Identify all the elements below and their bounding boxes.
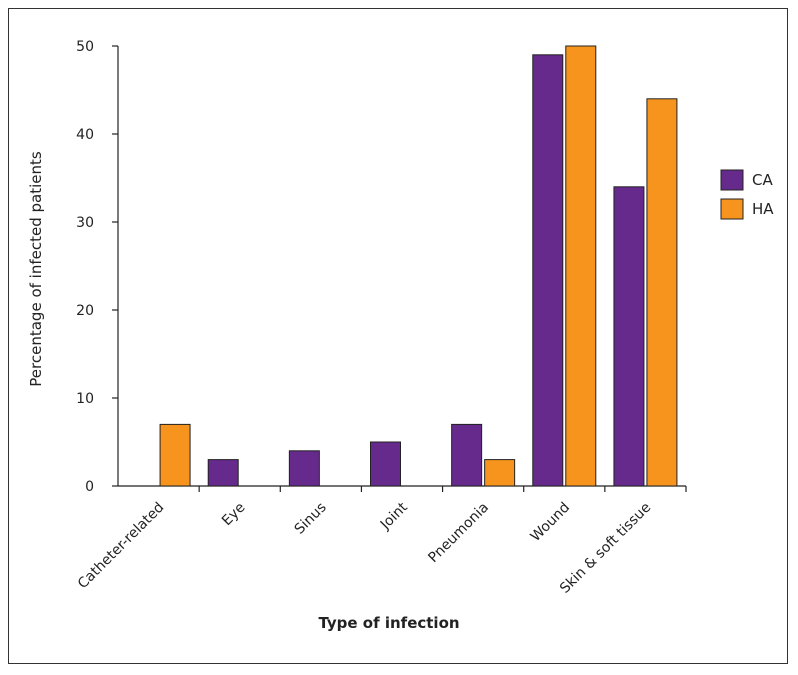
bar-ha <box>646 98 678 487</box>
legend-swatch-ha <box>720 198 744 220</box>
bar-ca <box>288 450 320 487</box>
x-axis-title: Type of infection <box>318 614 459 632</box>
x-tick-label: Joint <box>377 499 411 533</box>
y-tick-label: 20 <box>76 303 94 319</box>
bar-ca <box>207 459 239 487</box>
bars <box>159 45 678 487</box>
x-tick-label: Catheter-related <box>75 500 168 593</box>
y-tick-label: 10 <box>76 391 94 407</box>
x-tick-label: Sinus <box>292 500 330 538</box>
bar-ca <box>451 423 483 487</box>
x-tick-labels: Catheter-related Eye Sinus Joint Pneumonia Wo… <box>75 499 654 597</box>
y-tick-label: 30 <box>76 215 94 231</box>
x-tick-label: Skin & soft tissue <box>557 500 654 597</box>
legend: CA HA <box>720 169 774 220</box>
bar-ha <box>565 45 597 487</box>
legend-label-ca: CA <box>752 171 773 189</box>
legend-swatch-ca <box>720 169 744 191</box>
y-tick-label: 50 <box>76 39 94 55</box>
x-tick-label: Eye <box>219 500 249 530</box>
x-tick-label: Wound <box>528 500 573 545</box>
x-ticks <box>198 486 687 492</box>
bar-ca <box>532 54 564 487</box>
chart-axes <box>117 46 686 487</box>
y-tick-label: 0 <box>85 479 94 495</box>
bar-ha <box>484 459 516 487</box>
bar-ca <box>370 441 401 487</box>
x-tick-label: Pneumonia <box>425 500 492 567</box>
bar-ha <box>159 423 191 487</box>
y-axis-title: Percentage of infected patients <box>27 151 45 387</box>
bar-ca <box>613 186 645 487</box>
y-ticks: 0 10 20 30 40 50 <box>76 39 118 495</box>
y-tick-label: 40 <box>76 127 94 143</box>
legend-label-ha: HA <box>752 200 774 218</box>
